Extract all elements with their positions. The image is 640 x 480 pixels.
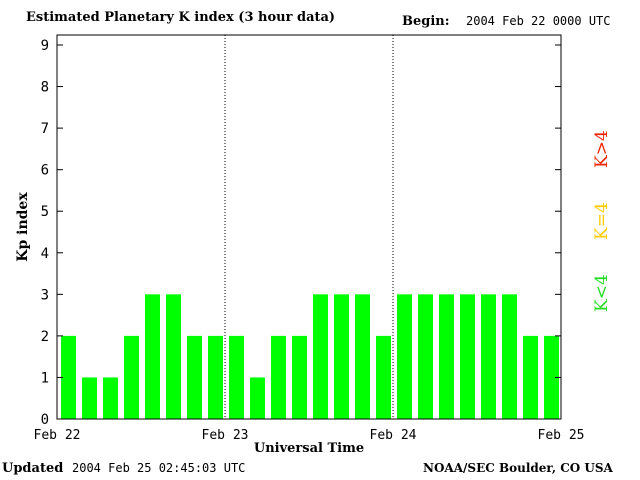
bar-3 bbox=[124, 335, 139, 419]
bar-19 bbox=[460, 294, 475, 419]
y-tick-label-4: 4 bbox=[41, 246, 49, 262]
bar-0 bbox=[61, 335, 76, 419]
plot-frame bbox=[56, 34, 562, 420]
bar-23 bbox=[544, 335, 559, 419]
bar-4 bbox=[145, 294, 160, 419]
y-tick-label-3: 3 bbox=[41, 287, 49, 303]
bar-2 bbox=[103, 377, 118, 419]
y-tick-label-9: 9 bbox=[41, 38, 49, 54]
bar-15 bbox=[376, 335, 391, 419]
bar-21 bbox=[502, 294, 517, 419]
updated-label: Updated bbox=[2, 461, 64, 476]
y-axis-label: Kp index bbox=[15, 192, 31, 262]
x-tick-label-2: Feb 24 bbox=[370, 428, 417, 443]
bar-5 bbox=[166, 294, 181, 419]
bar-9 bbox=[250, 377, 265, 419]
x-axis-label: Universal Time bbox=[254, 441, 364, 456]
bar-20 bbox=[481, 294, 496, 419]
bar-22 bbox=[523, 335, 538, 419]
legend-above-4: K>4 bbox=[592, 130, 612, 168]
y-tick-label-8: 8 bbox=[41, 80, 49, 96]
bar-18 bbox=[439, 294, 454, 419]
begin-label: Begin: bbox=[402, 14, 450, 29]
bar-14 bbox=[355, 294, 370, 419]
footer-organization: NOAA/SEC Boulder, CO USA bbox=[423, 461, 613, 475]
x-tick-label-0: Feb 22 bbox=[34, 428, 81, 443]
y-tick-label-7: 7 bbox=[41, 121, 49, 137]
updated-value: 2004 Feb 25 02:45:03 UTC bbox=[72, 461, 246, 475]
bar-16 bbox=[397, 294, 412, 419]
bar-6 bbox=[187, 335, 202, 419]
x-tick-label-3: Feb 25 bbox=[538, 428, 585, 443]
bar-11 bbox=[292, 335, 307, 419]
bar-1 bbox=[82, 377, 97, 419]
bar-7 bbox=[208, 335, 223, 419]
bar-10 bbox=[271, 335, 286, 419]
y-tick-label-5: 5 bbox=[41, 204, 49, 220]
bar-12 bbox=[313, 294, 328, 419]
begin-value: 2004 Feb 22 0000 UTC bbox=[466, 14, 611, 28]
y-tick-label-1: 1 bbox=[41, 370, 49, 386]
chart-title: Estimated Planetary K index (3 hour data… bbox=[26, 10, 336, 25]
y-tick-label-6: 6 bbox=[41, 163, 49, 179]
bar-13 bbox=[334, 294, 349, 419]
legend-equal-4: K=4 bbox=[592, 202, 612, 240]
bar-8 bbox=[229, 335, 244, 419]
x-tick-label-1: Feb 23 bbox=[202, 428, 249, 443]
y-tick-label-0: 0 bbox=[41, 412, 49, 428]
y-tick-label-2: 2 bbox=[41, 329, 49, 345]
bar-17 bbox=[418, 294, 433, 419]
legend-below-4: K<4 bbox=[592, 274, 612, 312]
